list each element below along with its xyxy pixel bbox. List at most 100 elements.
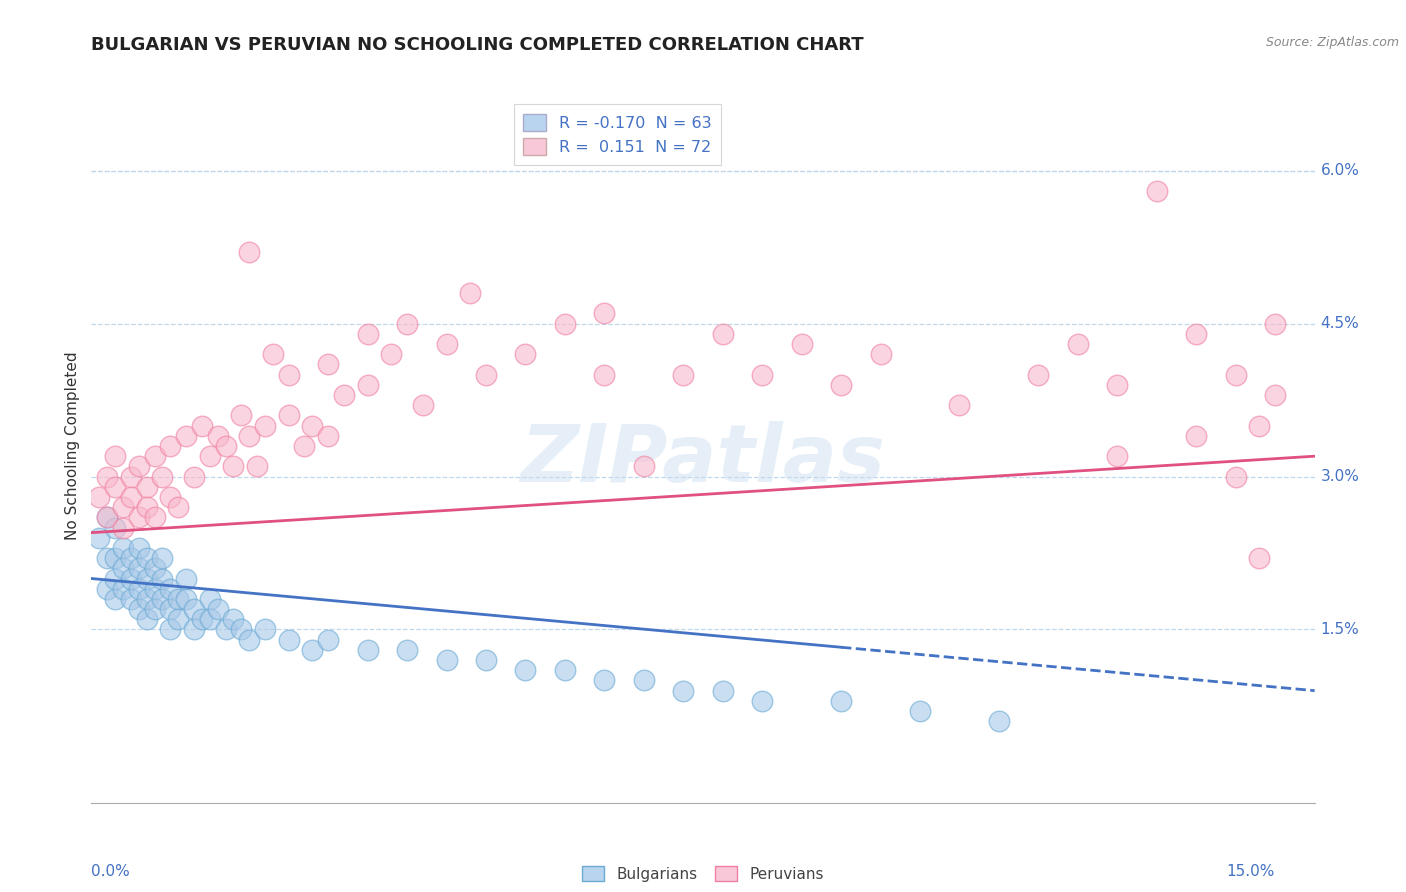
Point <box>174 572 197 586</box>
Point <box>869 347 891 361</box>
Point <box>475 653 498 667</box>
Point <box>128 541 150 555</box>
Point <box>152 572 174 586</box>
Legend: Bulgarians, Peruvians: Bulgarians, Peruvians <box>576 860 830 888</box>
Point <box>238 429 260 443</box>
Point <box>294 439 316 453</box>
Point <box>1028 368 1050 382</box>
Point <box>128 561 150 575</box>
Point <box>1107 377 1129 392</box>
Point <box>120 469 142 483</box>
Point <box>143 561 166 575</box>
Point <box>128 602 150 616</box>
Point <box>436 337 458 351</box>
Point <box>231 623 253 637</box>
Point <box>356 377 378 392</box>
Point <box>128 459 150 474</box>
Point <box>207 429 229 443</box>
Point <box>143 602 166 616</box>
Point <box>159 439 181 453</box>
Point <box>135 612 157 626</box>
Point <box>1225 368 1247 382</box>
Point <box>231 409 253 423</box>
Point <box>412 398 434 412</box>
Point <box>316 358 339 372</box>
Point <box>751 694 773 708</box>
Point <box>111 582 134 596</box>
Point <box>128 510 150 524</box>
Point <box>948 398 970 412</box>
Point <box>104 520 127 534</box>
Point <box>104 480 127 494</box>
Point <box>143 510 166 524</box>
Point <box>96 551 118 566</box>
Point <box>672 683 695 698</box>
Point <box>380 347 402 361</box>
Text: 1.5%: 1.5% <box>1320 622 1360 637</box>
Point <box>1225 469 1247 483</box>
Point <box>111 561 134 575</box>
Point <box>222 459 245 474</box>
Text: 15.0%: 15.0% <box>1227 864 1275 879</box>
Point <box>207 602 229 616</box>
Point <box>436 653 458 667</box>
Point <box>356 643 378 657</box>
Point <box>174 591 197 606</box>
Point <box>672 368 695 382</box>
Point <box>253 623 276 637</box>
Point <box>96 582 118 596</box>
Point <box>277 409 299 423</box>
Point <box>96 510 118 524</box>
Point <box>1249 551 1271 566</box>
Point <box>214 623 236 637</box>
Point <box>316 632 339 647</box>
Point <box>152 469 174 483</box>
Point <box>1264 388 1286 402</box>
Point <box>159 602 181 616</box>
Point <box>214 439 236 453</box>
Point <box>111 541 134 555</box>
Point <box>593 368 616 382</box>
Point <box>1067 337 1090 351</box>
Point <box>333 388 356 402</box>
Point <box>104 572 127 586</box>
Text: Source: ZipAtlas.com: Source: ZipAtlas.com <box>1265 36 1399 49</box>
Point <box>135 551 157 566</box>
Point <box>458 286 481 301</box>
Point <box>135 572 157 586</box>
Point <box>593 673 616 688</box>
Point <box>159 582 181 596</box>
Point <box>515 663 537 677</box>
Point <box>111 500 134 515</box>
Point <box>396 643 419 657</box>
Point <box>830 694 852 708</box>
Text: 4.5%: 4.5% <box>1320 316 1360 331</box>
Point <box>253 418 276 433</box>
Point <box>104 551 127 566</box>
Point <box>89 490 111 504</box>
Point <box>554 663 576 677</box>
Point <box>135 591 157 606</box>
Point <box>96 469 118 483</box>
Point <box>277 368 299 382</box>
Point <box>908 704 931 718</box>
Point <box>515 347 537 361</box>
Point <box>120 572 142 586</box>
Point <box>316 429 339 443</box>
Text: 6.0%: 6.0% <box>1320 163 1360 178</box>
Point <box>301 418 323 433</box>
Point <box>246 459 269 474</box>
Point <box>711 326 734 341</box>
Point <box>191 418 214 433</box>
Point <box>120 490 142 504</box>
Y-axis label: No Schooling Completed: No Schooling Completed <box>65 351 80 541</box>
Point <box>987 714 1010 729</box>
Point <box>128 582 150 596</box>
Point <box>152 591 174 606</box>
Text: ZIPatlas: ZIPatlas <box>520 421 886 500</box>
Point <box>167 612 190 626</box>
Point <box>262 347 284 361</box>
Point <box>143 582 166 596</box>
Point <box>120 591 142 606</box>
Point <box>1185 326 1208 341</box>
